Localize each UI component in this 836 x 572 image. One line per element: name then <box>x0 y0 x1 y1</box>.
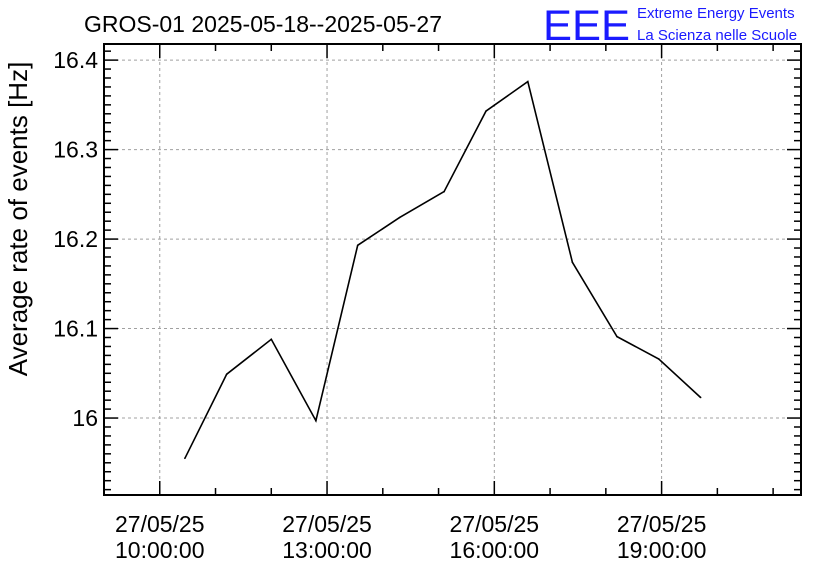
x-tick-time-label: 10:00:00 <box>115 537 205 563</box>
data-point <box>699 396 702 399</box>
grid-lines <box>104 44 801 495</box>
x-tick-date-label: 27/05/25 <box>617 511 707 537</box>
y-tick-label: 16.4 <box>53 47 98 73</box>
x-tick-time-label: 16:00:00 <box>450 537 540 563</box>
data-point <box>315 419 317 422</box>
eee-logo-line2: La Scienza nelle Scuole <box>637 27 797 44</box>
axis-ticks <box>104 44 801 495</box>
series-layer <box>184 80 702 460</box>
eee-logo-mark: EEE <box>543 2 630 50</box>
y-tick-label: 16 <box>72 405 98 431</box>
x-tick-labels: 27/05/2510:00:0027/05/2513:00:0027/05/25… <box>115 511 706 563</box>
data-point <box>616 335 618 338</box>
data-point <box>443 190 445 193</box>
x-tick-date-label: 27/05/25 <box>450 511 540 537</box>
series-line <box>184 80 702 459</box>
x-tick-time-label: 19:00:00 <box>617 537 707 563</box>
y-tick-labels: 16 16.1 16.2 16.3 16.4 <box>53 47 98 431</box>
data-point <box>485 110 487 112</box>
eee-logo-line1: Extreme Energy Events <box>637 5 795 22</box>
data-point <box>398 216 401 219</box>
x-tick-time-label: 13:00:00 <box>282 537 372 563</box>
y-tick-label: 16.3 <box>53 137 98 163</box>
data-point <box>225 373 228 375</box>
data-point <box>526 80 529 83</box>
y-tick-label: 16.2 <box>53 226 98 252</box>
data-point <box>184 457 186 460</box>
chart-title: GROS-01 2025-05-18--2025-05-27 <box>84 11 442 37</box>
data-point <box>270 338 273 341</box>
x-tick-date-label: 27/05/25 <box>282 511 372 537</box>
plot-frame <box>103 43 802 496</box>
eee-logo: EEE Extreme Energy Events La Scienza nel… <box>543 2 797 50</box>
y-tick-label: 16.1 <box>53 316 98 342</box>
data-point <box>356 244 359 247</box>
data-point <box>571 261 574 264</box>
data-point <box>658 358 660 360</box>
y-axis-label: Average rate of events [Hz] <box>3 62 33 377</box>
x-tick-date-label: 27/05/25 <box>115 511 205 537</box>
